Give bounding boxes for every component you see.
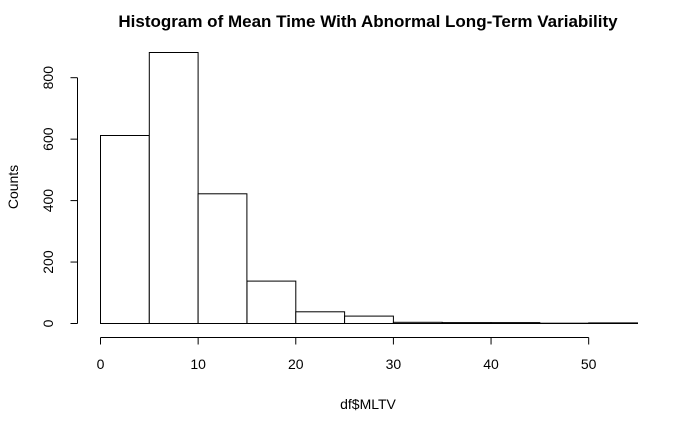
histogram-bar bbox=[392, 321, 443, 324]
y-tick-label: 200 bbox=[40, 250, 56, 274]
y-tick-label: 400 bbox=[40, 189, 56, 213]
y-tick-label: 600 bbox=[40, 127, 56, 151]
x-tick-label: 50 bbox=[581, 356, 597, 372]
histogram-bar bbox=[148, 52, 199, 324]
chart-title: Histogram of Mean Time With Abnormal Lon… bbox=[118, 12, 618, 31]
histogram-bar bbox=[246, 280, 297, 325]
y-axis-label: Counts bbox=[5, 165, 21, 209]
histogram-bar bbox=[588, 322, 639, 324]
y-tick-label: 800 bbox=[40, 66, 56, 90]
y-tick-label: 0 bbox=[40, 319, 56, 327]
x-tick-label: 40 bbox=[483, 356, 499, 372]
histogram-bar bbox=[295, 311, 346, 324]
histogram-bar bbox=[100, 135, 150, 324]
histogram-bar bbox=[344, 315, 394, 325]
bars-group bbox=[100, 52, 639, 325]
x-axis-label: df$MLTV bbox=[340, 396, 396, 412]
x-tick-label: 10 bbox=[190, 356, 206, 372]
x-axis: 0 10 20 30 40 50 bbox=[97, 337, 597, 372]
y-axis: 0 200 400 600 800 bbox=[40, 66, 78, 327]
histogram-bar bbox=[490, 322, 541, 325]
x-tick-label: 20 bbox=[288, 356, 304, 372]
histogram-bar bbox=[441, 322, 492, 325]
histogram-bar bbox=[197, 193, 248, 324]
x-tick-label: 30 bbox=[386, 356, 402, 372]
x-tick-label: 0 bbox=[97, 356, 105, 372]
